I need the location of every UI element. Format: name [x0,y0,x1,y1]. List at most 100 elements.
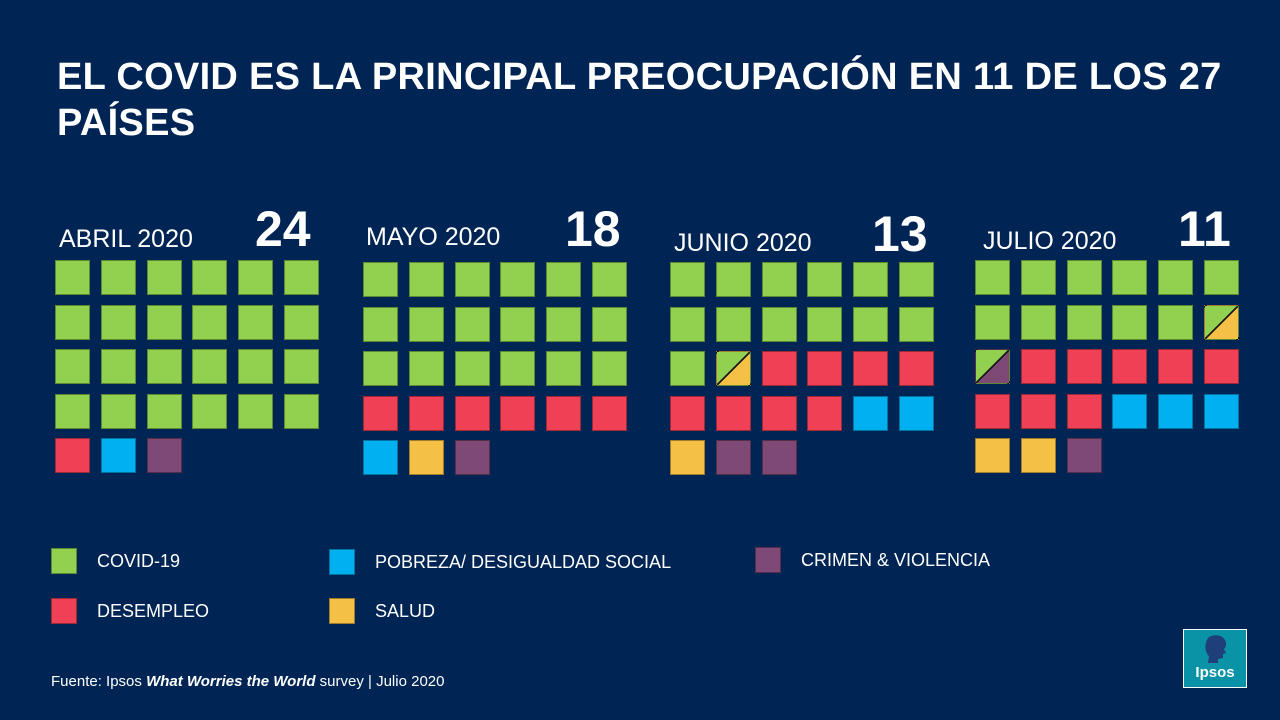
legend-label: POBREZA/ DESIGUALDAD SOCIAL [375,552,672,572]
country-cell-covid [363,307,398,342]
country-cell-desempleo [807,396,842,431]
country-cell-desempleo [1158,349,1193,384]
country-cell-desempleo [807,351,842,386]
country-cell-covid [1021,260,1056,295]
panel-label: MAYO 2020 [366,223,501,251]
country-cell-covid [716,307,751,342]
country-cell-covid [1112,260,1147,295]
country-cell-covid [409,351,444,386]
country-cell-covid-salud [716,351,751,386]
country-cell-desempleo [853,351,888,386]
panel-count: 18 [565,201,621,257]
country-cell-covid [192,394,227,429]
country-cell-covid [899,262,934,297]
country-cell-covid [455,351,490,386]
country-cell-covid [363,262,398,297]
country-cell-covid [975,260,1010,295]
country-cell-desempleo [1067,394,1102,429]
country-cell-covid [238,394,273,429]
country-cell-desempleo [1204,349,1239,384]
panel-julio-2020: JULIO 2020 11 [975,201,1245,475]
panel-label: JUNIO 2020 [674,229,812,257]
country-cell-covid [592,307,627,342]
country-cell-desempleo [1021,349,1056,384]
country-cell-covid [284,260,319,295]
country-cell-covid [147,305,182,340]
source-title: What Worries the World [146,673,316,690]
country-cell-covid [807,262,842,297]
country-cell-desempleo [1021,394,1056,429]
head-silhouette-icon [1205,635,1227,663]
country-cell-covid [762,262,797,297]
country-cell-covid [716,262,751,297]
legend-label: DESEMPLEO [97,601,210,621]
country-cell-covid [1158,305,1193,340]
country-cell-pobreza [101,438,136,473]
country-cell-covid [238,349,273,384]
country-cell-desempleo [975,394,1010,429]
country-cell-covid [546,262,581,297]
country-cell-covid [101,260,136,295]
country-cell-crimen [762,440,797,475]
country-cell-salud [409,440,444,475]
country-cell-covid [500,262,535,297]
panel-count: 24 [255,201,311,257]
legend-swatch [51,598,77,624]
country-cell-covid [55,394,90,429]
country-cell-covid [500,307,535,342]
panel-abril-2020: ABRIL 2020 24 [55,201,325,475]
country-cell-desempleo [592,396,627,431]
country-cell-covid [455,307,490,342]
country-cell-covid [592,262,627,297]
panel-label: JULIO 2020 [983,227,1117,255]
country-cell-desempleo [1112,349,1147,384]
country-cell-covid [101,305,136,340]
country-cell-pobreza [1112,394,1147,429]
legend-label: SALUD [375,601,436,621]
panel-mayo-2020: MAYO 2020 18 [363,201,633,475]
country-cell-covid [546,307,581,342]
country-cell-covid [1021,305,1056,340]
country-cell-covid [500,351,535,386]
country-cell-covid [762,307,797,342]
country-cell-pobreza [853,396,888,431]
country-cell-covid [192,305,227,340]
logo-text: Ipsos [1195,664,1235,681]
country-cell-desempleo [670,396,705,431]
legend-swatch [755,547,781,573]
country-cell-desempleo [1067,349,1102,384]
country-cell-desempleo [55,438,90,473]
country-cell-covid [409,262,444,297]
country-cell-pobreza [899,396,934,431]
country-cell-covid [409,307,444,342]
country-cell-covid [363,351,398,386]
country-cell-covid [101,349,136,384]
country-cell-covid [670,262,705,297]
page-title: EL COVID ES LA PRINCIPAL PREOCUPACIÓN EN… [57,56,1222,144]
source-suffix: survey | Julio 2020 [315,673,445,690]
country-cell-covid [284,305,319,340]
country-cell-covid [147,349,182,384]
country-cell-covid [147,394,182,429]
country-cell-salud [670,440,705,475]
country-cell-crimen [455,440,490,475]
country-cell-desempleo [363,396,398,431]
country-cell-covid-crimen [975,349,1010,384]
country-cell-desempleo [716,396,751,431]
country-cell-covid [853,307,888,342]
source-prefix: Fuente: Ipsos [51,673,147,690]
country-cell-crimen [147,438,182,473]
legend-swatch [329,549,355,575]
country-cell-desempleo [546,396,581,431]
legend-swatch [51,548,77,574]
country-cell-covid [192,260,227,295]
country-cell-covid [1158,260,1193,295]
panel-count: 13 [872,206,928,262]
country-cell-salud [1021,438,1056,473]
country-cell-desempleo [762,396,797,431]
country-cell-covid [899,307,934,342]
country-cell-desempleo [455,396,490,431]
panel-junio-2020: JUNIO 2020 13 [670,205,940,475]
country-cell-covid [670,307,705,342]
country-cell-covid [55,305,90,340]
